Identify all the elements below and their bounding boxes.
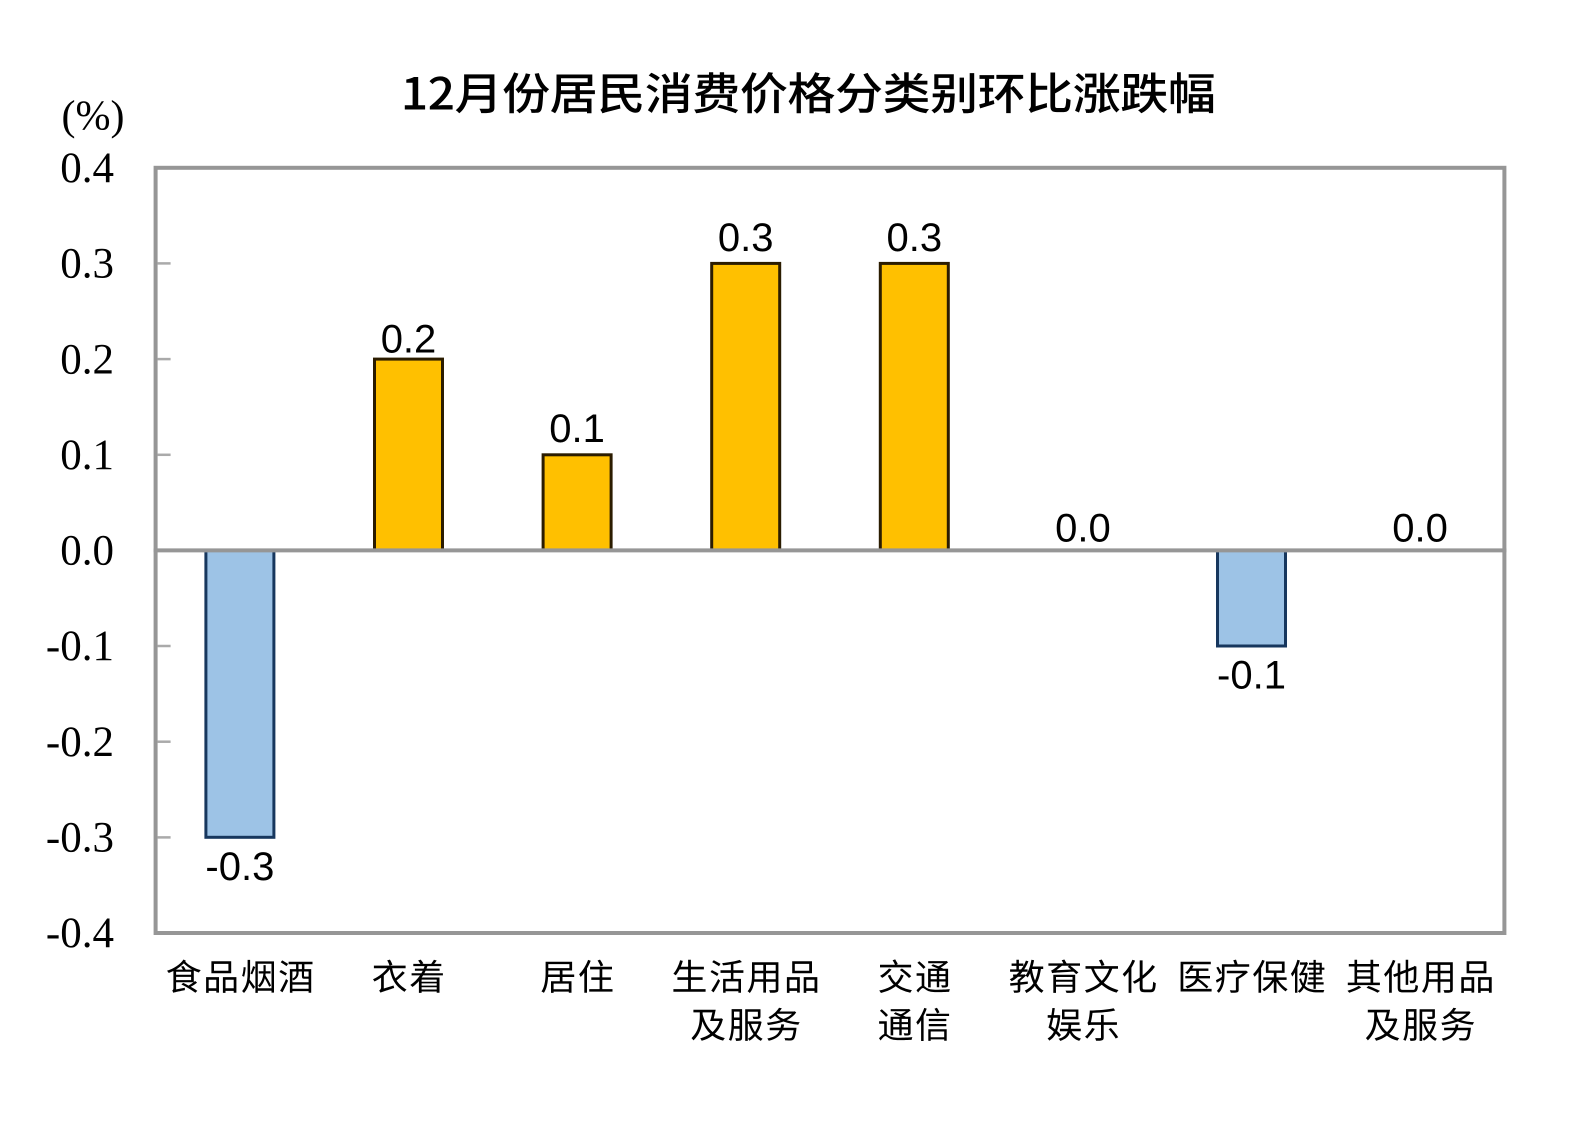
svg-text:(%): (%): [62, 94, 125, 140]
svg-text:0.0: 0.0: [1392, 507, 1448, 551]
svg-text:0.1: 0.1: [549, 407, 605, 451]
svg-text:0.2: 0.2: [381, 318, 437, 362]
svg-text:0.1: 0.1: [60, 432, 114, 479]
svg-text:0.0: 0.0: [60, 528, 114, 575]
svg-text:-0.4: -0.4: [46, 910, 114, 957]
svg-text:-0.3: -0.3: [46, 815, 114, 862]
svg-text:-0.3: -0.3: [205, 845, 274, 889]
svg-text:-0.1: -0.1: [1217, 654, 1286, 698]
svg-text:0.3: 0.3: [886, 216, 942, 260]
svg-text:0.3: 0.3: [718, 216, 774, 260]
svg-text:0.2: 0.2: [60, 336, 114, 383]
svg-text:0.3: 0.3: [60, 241, 114, 288]
svg-text:0.0: 0.0: [1055, 507, 1111, 551]
svg-text:0.4: 0.4: [60, 145, 114, 192]
svg-text:-0.2: -0.2: [46, 719, 114, 766]
svg-text:-0.1: -0.1: [46, 623, 114, 670]
